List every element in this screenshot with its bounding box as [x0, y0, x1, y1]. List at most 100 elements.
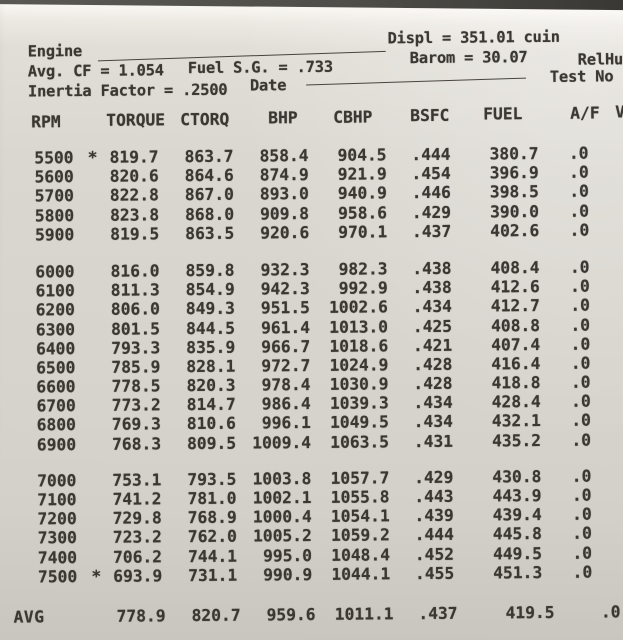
cell-bhp: 978.4 — [261, 375, 311, 395]
cell-torque: 793.3 — [111, 338, 161, 358]
cell-cbhp: 1057.7 — [330, 468, 390, 488]
cell-torque: 768.3 — [111, 433, 162, 454]
cell-rpm: 5900 — [34, 224, 75, 245]
cell-bsfc: .429 — [411, 202, 452, 222]
cell-cbhp: 958.6 — [337, 202, 388, 223]
cell-fuel: 408.4 — [490, 257, 540, 278]
cell-torque: 823.8 — [109, 204, 160, 225]
cell-cbhp: 1024.9 — [329, 355, 389, 375]
cell-fuel: 412.6 — [490, 277, 540, 297]
cell-star — [76, 490, 103, 509]
cell-af: .0 — [569, 220, 590, 240]
cell-af: .0 — [572, 562, 593, 582]
cell-af: .0 — [570, 334, 591, 354]
cell-af: .0 — [571, 485, 592, 505]
cell-af: .0 — [571, 466, 592, 486]
cell-ctorq: 844.5 — [185, 318, 236, 338]
cell-fuel: 449.5 — [492, 543, 543, 563]
cell-torque: 769.3 — [111, 414, 161, 435]
col-header-bhp: BHP — [268, 108, 298, 128]
cell-bhp: 996.1 — [261, 413, 311, 433]
cell-cbhp: 904.5 — [337, 145, 387, 165]
cell-ctorq: 859.8 — [185, 260, 235, 281]
cell-fuel: 419.5 — [505, 602, 555, 623]
cell-bhp: 961.4 — [260, 317, 311, 337]
cell-af: .0 — [600, 602, 621, 622]
cell-bhp: 932.3 — [260, 259, 310, 280]
col-header-bsfc: BSFC — [410, 105, 450, 126]
cell-bhp: 858.4 — [259, 146, 309, 166]
cell-cbhp: 921.9 — [337, 164, 387, 184]
cell-rpm: 6500 — [36, 357, 76, 378]
cell-rpm: 5600 — [34, 167, 74, 187]
cell-bhp: 909.8 — [259, 203, 310, 224]
cell-fuel: 451.3 — [493, 562, 543, 583]
cell-cbhp: 992.9 — [338, 278, 388, 298]
cell-rpm: 7500 — [37, 566, 78, 587]
cell-bhp: 959.6 — [266, 604, 316, 625]
cell-torque: 778.5 — [111, 376, 161, 396]
cell-rpm: 6800 — [36, 415, 76, 435]
cell-ctorq: 814.7 — [186, 394, 236, 415]
cell-star — [77, 528, 104, 547]
cell-ctorq: 793.5 — [187, 469, 237, 489]
cell-bsfc: .438 — [412, 258, 452, 279]
cell-bsfc: .428 — [413, 373, 453, 394]
col-header-torque: TORQUE — [106, 110, 166, 130]
cell-rpm: 6000 — [35, 261, 75, 282]
cell-ctorq: 863.5 — [185, 223, 235, 243]
cell-ctorq: 810.6 — [186, 414, 236, 434]
cell-torque: 819.7 — [109, 147, 159, 167]
cell-rpm: 7100 — [37, 490, 77, 510]
cell-rpm: 6700 — [36, 396, 76, 416]
cell-cbhp: 982.3 — [338, 259, 388, 279]
cell-bsfc: .437 — [418, 603, 458, 624]
cell-bhp: 990.9 — [263, 564, 313, 585]
avg-cf-value: Avg. CF = 1.054 — [27, 61, 164, 81]
cell-ctorq: 744.1 — [187, 546, 238, 566]
cell-torque: 819.5 — [110, 224, 160, 244]
cell-star — [74, 262, 101, 281]
engine-label: Engine — [27, 41, 83, 61]
cell-bsfc: .438 — [412, 277, 452, 298]
cell-fuel: 396.9 — [489, 163, 539, 183]
cell-bsfc: .431 — [413, 431, 454, 451]
cell-cbhp: 1048.4 — [331, 544, 391, 565]
cell-cbhp: 1018.6 — [329, 336, 389, 356]
cell-fuel: 380.7 — [489, 144, 539, 164]
cell-torque: 753.1 — [112, 470, 162, 490]
cell-rpm: 6300 — [35, 319, 76, 339]
cell-rpm: 7300 — [37, 528, 77, 548]
cell-fuel: 402.6 — [490, 220, 540, 241]
cell-ctorq: 867.0 — [184, 185, 234, 205]
cell-star — [76, 434, 103, 453]
cell-cbhp: 1030.9 — [329, 374, 389, 394]
cell-af: .0 — [570, 295, 590, 316]
cell-af: .0 — [570, 353, 591, 373]
cell-fuel: 398.5 — [489, 182, 539, 202]
cell-fuel: 443.9 — [492, 485, 542, 506]
col-header-rpm: RPM — [31, 112, 61, 132]
cell-bhp: 986.4 — [261, 394, 311, 414]
cell-star — [80, 607, 107, 626]
cell-star — [74, 167, 101, 186]
cell-bsfc: .455 — [414, 563, 455, 583]
cell-bhp: 874.9 — [259, 165, 309, 185]
cell-rpm: 6400 — [35, 338, 76, 359]
cell-fuel: 428.4 — [491, 392, 541, 412]
cell-rpm: 6100 — [35, 281, 75, 301]
cell-ctorq: 864.6 — [184, 165, 234, 186]
cell-ctorq: 781.0 — [187, 488, 237, 509]
cell-cbhp: 1011.1 — [334, 604, 394, 624]
cell-af: .0 — [571, 410, 591, 431]
cell-torque: 785.9 — [111, 357, 161, 377]
cell-torque: 806.0 — [110, 299, 160, 320]
cell-af: .0 — [569, 257, 590, 277]
cell-bsfc: .454 — [411, 163, 451, 184]
cell-fuel: 435.2 — [491, 430, 542, 451]
date-label: Date — [249, 76, 287, 95]
cell-bsfc: .421 — [412, 335, 453, 355]
cell-star — [77, 509, 104, 528]
cell-torque: 773.2 — [111, 395, 161, 415]
